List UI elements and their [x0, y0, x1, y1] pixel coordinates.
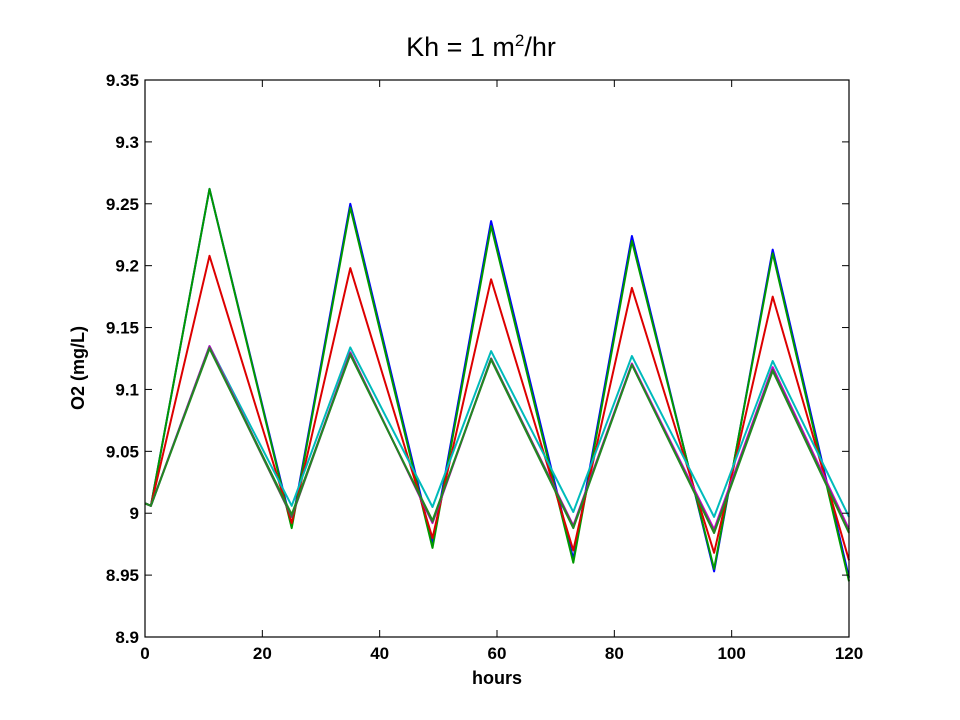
y-tick-label: 9.2: [115, 257, 139, 276]
y-axis-label: O2 (mg/L): [68, 326, 88, 410]
series-line-7: [144, 347, 850, 534]
chart-title-superscript: 2: [515, 31, 524, 50]
y-tick-label: 9.15: [106, 319, 139, 338]
series-line-2: [144, 187, 850, 582]
y-tick-label: 9.35: [106, 71, 139, 90]
y-tick-label: 9.3: [115, 133, 139, 152]
chart-title-main: Kh = 1 m: [406, 32, 515, 62]
y-tick-label: 9: [130, 504, 139, 523]
y-tick-label: 9.05: [106, 442, 139, 461]
x-tick-label: 20: [253, 644, 272, 663]
x-axis-label: hours: [472, 668, 522, 688]
x-tick-label: 0: [140, 644, 149, 663]
y-tick-label: 8.95: [106, 566, 139, 585]
chart-title-suffix: /hr: [524, 32, 556, 62]
x-tick-label: 120: [835, 644, 863, 663]
x-tick-label: 80: [605, 644, 624, 663]
series-layer: [144, 187, 850, 582]
y-tick-label: 9.1: [115, 380, 139, 399]
series-line-3: [144, 254, 850, 561]
chart-title: Kh = 1 m2/hr: [406, 31, 556, 62]
x-tick-label: 40: [370, 644, 389, 663]
x-tick-label: 100: [717, 644, 745, 663]
y-tick-label: 9.25: [106, 195, 139, 214]
y-axis-ticks: 8.9 8.95 9 9.05 9.1 9.15 9.2 9.25 9.3 9.35: [106, 71, 849, 647]
x-axis-ticks: 0 20 40 60 80 100 120: [140, 80, 863, 663]
x-tick-label: 60: [488, 644, 507, 663]
y-tick-label: 8.9: [115, 628, 139, 647]
